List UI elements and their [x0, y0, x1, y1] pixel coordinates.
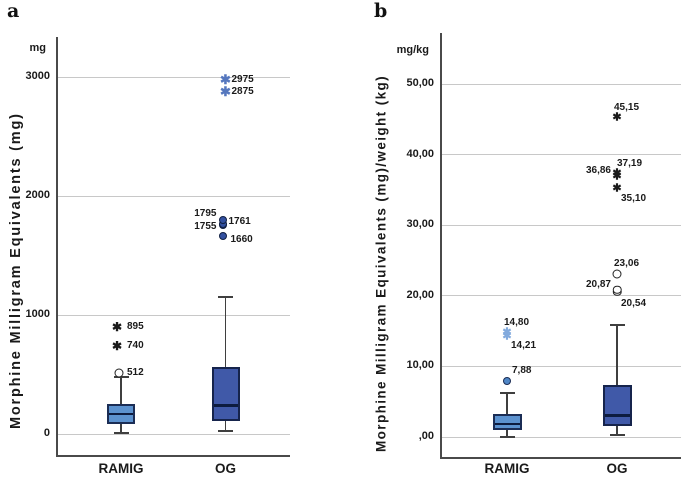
- gridline: [57, 314, 290, 316]
- outlier-value-label: 37,19: [617, 158, 643, 170]
- extreme-star-marker: ✱: [612, 182, 622, 195]
- outlier-value-label: 512: [127, 367, 144, 379]
- y-tick-label: 20,00: [406, 288, 434, 301]
- y-tick-label: 0: [43, 427, 50, 439]
- outlier-value-label: 1761: [228, 216, 251, 228]
- y-tick-label: 3000: [25, 70, 50, 82]
- panel-b-unit-label: mg/kg: [396, 44, 429, 56]
- whisker-cap: [609, 433, 625, 436]
- boxplot-box-RAMIG: [492, 414, 522, 431]
- outlier-circle-marker: [612, 285, 622, 294]
- gridline: [441, 83, 681, 85]
- outlier-value-label: 45,15: [614, 102, 640, 114]
- gridline: [441, 224, 681, 226]
- outlier-value-label: 23,06: [614, 258, 640, 270]
- y-tick-label: 2000: [25, 189, 50, 201]
- median-line: [494, 423, 520, 426]
- y-tick-label: 10,00: [406, 359, 434, 372]
- gridline: [57, 433, 290, 435]
- extreme-star-marker: ✱: [111, 320, 123, 335]
- whisker-cap: [218, 296, 233, 299]
- extreme-star-marker: ✱: [220, 84, 231, 100]
- outlier-value-label: 36,86: [585, 164, 611, 176]
- outlier-value-label: 20,87: [585, 278, 611, 290]
- x-category-label-OG: OG: [214, 461, 236, 476]
- outlier-circle-marker: [218, 216, 227, 225]
- y-tick-label: 50,00: [406, 77, 434, 89]
- extreme-star-marker: ✱: [612, 170, 622, 183]
- median-line: [213, 404, 238, 407]
- x-category-label-RAMIG: RAMIG: [484, 461, 530, 476]
- gridline: [441, 365, 681, 367]
- whisker-cap: [218, 429, 233, 432]
- outlier-value-label: 740: [127, 339, 144, 351]
- y-tick-label: 1000: [25, 308, 50, 320]
- outlier-circle-marker: [503, 377, 511, 386]
- x-axis-line: [440, 457, 681, 459]
- median-line: [109, 412, 133, 416]
- outlier-value-label: 20,54: [621, 297, 647, 309]
- extreme-star-marker: ✱: [612, 111, 622, 124]
- whisker-cap: [113, 431, 129, 434]
- outlier-value-label: 7,88: [512, 365, 532, 377]
- whisker-cap: [499, 391, 515, 394]
- x-category-label-OG: OG: [606, 461, 628, 476]
- y-tick-label: 30,00: [406, 218, 434, 231]
- whisker-line: [224, 297, 227, 431]
- outlier-value-label: 2975: [231, 73, 254, 85]
- whisker-line: [616, 324, 618, 435]
- outlier-value-label: 14,21: [511, 339, 537, 351]
- panel-a-letter: a: [7, 0, 20, 22]
- median-line: [604, 414, 630, 417]
- outlier-value-label: 1755: [194, 221, 217, 233]
- outlier-circle-marker: [114, 368, 124, 378]
- whisker-cap: [609, 323, 625, 326]
- gridline: [441, 154, 681, 156]
- x-category-label-RAMIG: RAMIG: [98, 461, 144, 476]
- x-axis-line: [56, 455, 290, 457]
- outlier-circle-marker: [612, 269, 622, 279]
- y-tick-label: ,00: [418, 430, 434, 442]
- extreme-star-marker: ✱: [220, 72, 231, 88]
- y-tick-label: 40,00: [406, 147, 434, 160]
- outlier-value-label: 35,10: [621, 193, 647, 205]
- extreme-star-marker: ✱: [502, 325, 512, 338]
- whisker-cap: [499, 436, 515, 438]
- panel-b-letter: b: [374, 0, 388, 22]
- gridline: [57, 76, 290, 78]
- y-axis-line: [56, 37, 58, 455]
- outlier-value-label: 1660: [230, 234, 253, 246]
- outlier-value-label: 14,80: [504, 316, 530, 328]
- gridline: [57, 195, 290, 197]
- outlier-value-label: 1795: [194, 208, 217, 220]
- extreme-star-marker: ✱: [502, 329, 512, 342]
- outlier-value-label: 895: [127, 321, 144, 333]
- outlier-circle-marker: [218, 232, 227, 241]
- y-axis-line: [440, 33, 442, 457]
- panel-a-unit-label: mg: [29, 42, 47, 54]
- extreme-star-marker: ✱: [612, 167, 622, 180]
- gridline: [441, 295, 681, 297]
- outlier-value-label: 2875: [231, 85, 254, 97]
- gridline: [441, 436, 681, 438]
- boxplot-box-OG: [211, 367, 240, 421]
- boxplot-box-OG: [602, 385, 632, 427]
- extreme-star-marker: ✱: [111, 338, 123, 353]
